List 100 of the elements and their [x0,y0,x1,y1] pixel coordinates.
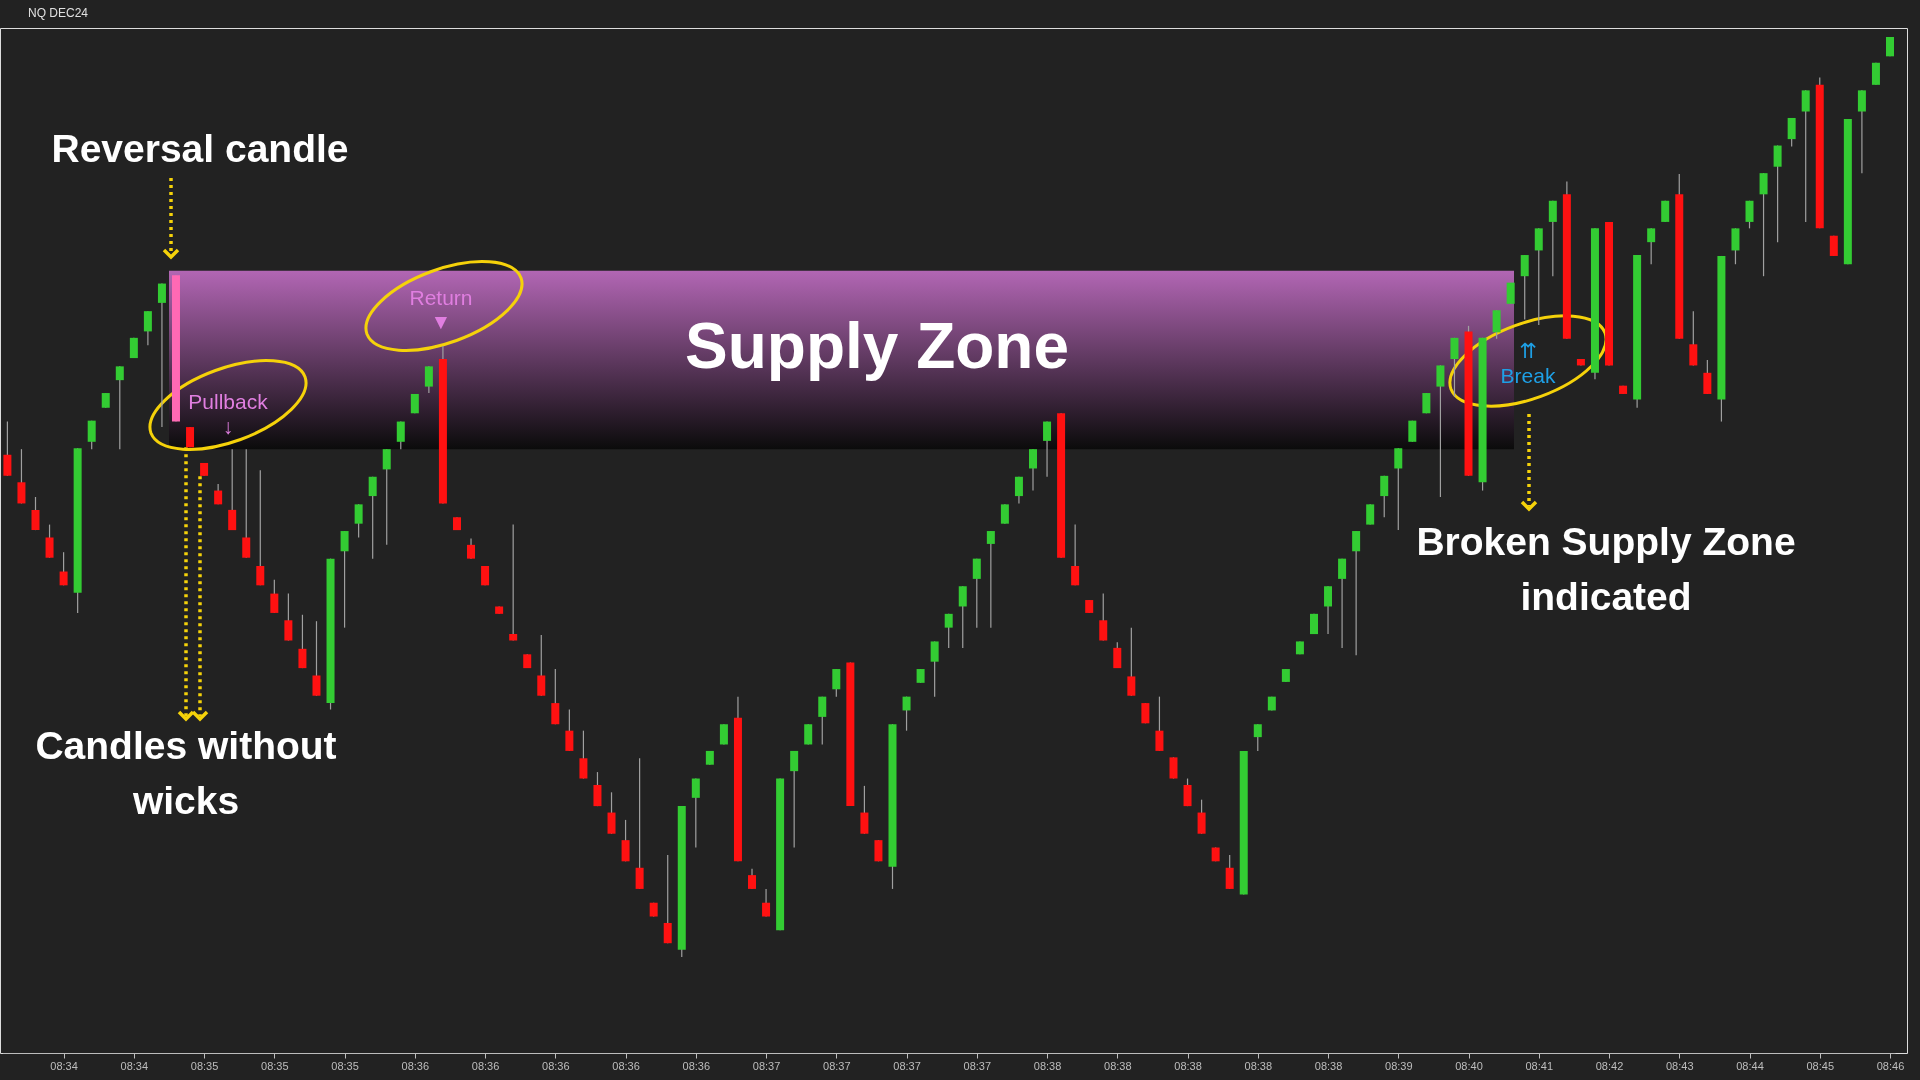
band-label: Supply Zone [685,309,1069,382]
candlestick [509,524,518,642]
candlestick [902,696,911,732]
candlestick [256,469,265,586]
annotation: Reversal candle [51,127,349,170]
candlestick [17,448,26,505]
candlestick [1155,696,1164,752]
candlestick [1253,723,1262,752]
candlestick [579,730,588,780]
candlestick [930,640,939,698]
candlestick [1689,310,1698,367]
candlestick [635,757,644,890]
candlestick [1338,558,1347,649]
candlestick [551,668,560,725]
candlestick [790,750,799,849]
x-tick-label: 08:42 [1595,1059,1624,1072]
x-tick-label: 08:46 [1876,1059,1905,1072]
candlestick [1647,227,1656,265]
x-tick-label: 08:41 [1525,1059,1554,1072]
candlestick [59,551,68,586]
candlestick [242,448,251,559]
x-tick-label: 08:38 [1314,1059,1343,1072]
candlestick [663,854,672,944]
candlestick [1731,227,1740,265]
candlestick [1492,309,1501,340]
candlestick [368,476,377,560]
candlestick [1197,799,1206,835]
candlestick [748,868,757,890]
candlestick [1127,627,1136,697]
candlestick [1169,756,1178,780]
candlestick [31,496,40,531]
candlestick [818,696,827,746]
annotation: Broken Supply Zone indicated [1416,520,1796,618]
candlestick [45,524,54,559]
candlestick [1014,476,1023,505]
x-tick-label: 08:38 [1244,1059,1273,1072]
x-tick-label: 08:35 [190,1059,219,1072]
x-tick-label: 08:35 [331,1059,359,1072]
candlestick [1394,447,1403,531]
annotation: Candles without wicks [35,724,337,822]
candlestick [691,777,700,849]
x-tick-label: 08:37 [823,1059,851,1072]
candlestick [832,668,841,698]
candlestick [565,708,574,752]
candlestick [1534,227,1543,326]
x-tick-label: 08:34 [120,1059,149,1072]
x-tick-label: 08:36 [612,1059,640,1072]
x-tick-label: 08:43 [1666,1059,1694,1072]
candlestick [424,365,433,394]
candlestick [1787,117,1796,148]
annotation: Pullback ↓ [188,390,269,438]
candlestick [1043,420,1052,478]
candlestick [382,448,391,546]
candlestick [228,448,237,531]
x-tick-label: 08:37 [893,1059,921,1072]
candlestick [958,585,967,649]
candlestick [1745,200,1754,229]
candlestick [284,593,293,642]
x-tick-label: 08:38 [1104,1059,1132,1072]
x-tick-label: 08:36 [401,1059,430,1072]
candlestick [1225,854,1234,890]
candlestick [396,420,405,450]
candlestick [621,819,630,862]
candlestick [1548,200,1557,277]
candlestick [270,579,279,614]
x-tick-label: 08:37 [752,1059,781,1072]
candlestick [607,791,616,835]
x-tick-label: 08:38 [1174,1059,1202,1072]
candlestick [762,888,771,918]
x-tick-label: 08:36 [542,1059,570,1072]
candlestick [3,420,12,477]
candlestick [1183,777,1192,807]
x-tick-label: 08:35 [261,1059,289,1072]
candlestick [1450,337,1459,398]
annotation: Return ▼ [409,286,473,333]
candlestick [1703,359,1712,395]
x-tick-label: 08:34 [50,1059,78,1072]
candlestick [1029,448,1037,492]
x-tick-label: 08:36 [471,1059,500,1072]
candlestick [1857,89,1866,174]
candlestick [143,310,152,346]
candlestick [115,365,124,450]
x-tick-label: 08:36 [682,1059,711,1072]
candlestick [1773,144,1782,243]
candlestick [1113,641,1122,669]
candlestick [354,503,363,539]
candlestick [1520,254,1529,321]
candlestick [1380,475,1389,518]
candlestick [1436,364,1445,498]
candlestick [1071,524,1080,586]
candlestick [860,785,869,835]
candlestick [593,771,602,807]
annotation: ⇈ Break [1500,339,1556,387]
candlestick [1352,530,1361,656]
candlestick [312,620,321,697]
candlestick [340,530,349,629]
candlestick [467,537,476,560]
x-tick-label: 08:45 [1806,1059,1835,1072]
candlestick [944,613,953,649]
candlestick [298,614,307,669]
